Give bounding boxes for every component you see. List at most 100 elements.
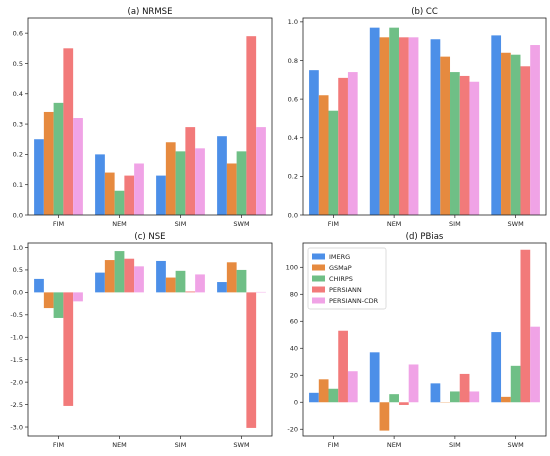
- bar-persiann-cdr-sim: [469, 81, 480, 216]
- bar-persiann-swm: [520, 66, 531, 215]
- bar-persiann-nem: [124, 258, 135, 293]
- bar-persiann-cdr-nem: [408, 364, 419, 403]
- y-tick-label: 0.3: [13, 120, 23, 128]
- legend-label-gsmap: GSMaP: [329, 264, 352, 272]
- bar-persiann-cdr-sim: [195, 148, 205, 215]
- y-tick-label: -3.0: [10, 423, 23, 431]
- bar-persiann-cdr-sim: [195, 274, 205, 293]
- bar-imerg-swm: [491, 35, 502, 215]
- panel-title: (b) CC: [411, 7, 438, 17]
- bar-persiann-nem: [124, 175, 135, 215]
- panel-title: (c) NSE: [134, 232, 165, 242]
- bar-gsmap-nem: [104, 260, 115, 293]
- y-tick-label: 0.0: [13, 211, 23, 219]
- bar-gsmap-nem: [379, 402, 390, 431]
- y-tick-label: 0.4: [13, 90, 23, 98]
- x-tick-label: SWM: [233, 441, 249, 449]
- legend-label-imerg: IMERG: [329, 253, 350, 261]
- legend-swatch-persiann: [312, 286, 325, 293]
- y-tick-label: 0.1: [13, 181, 23, 189]
- x-tick-label: FIM: [53, 441, 64, 449]
- bar-imerg-nem: [95, 272, 105, 293]
- bar-chirps-swm: [236, 269, 247, 293]
- y-tick-label: 60: [290, 318, 298, 326]
- panel-4: (d) PBias 100 80 60 40 20 0 -20 FIM NEM SIM SWM IMER…: [286, 232, 547, 449]
- bar-imerg-nem: [95, 154, 105, 215]
- bar-imerg-swm: [491, 332, 502, 403]
- y-tick-label: 20: [290, 372, 298, 380]
- y-tick-label: 0.5: [13, 60, 23, 68]
- bar-gsmap-swm: [501, 52, 511, 216]
- panel-title: (d) PBias: [406, 232, 444, 242]
- axes-frame: [302, 242, 547, 437]
- bar-gsmap-sim: [165, 277, 176, 293]
- bar-chirps-sim: [175, 151, 186, 215]
- bar-imerg-sim: [430, 39, 441, 215]
- y-tick-label: 0.5: [13, 266, 23, 274]
- bar-gsmap-sim: [165, 142, 176, 215]
- x-tick-label: FIM: [53, 220, 64, 228]
- bar-persiann-cdr-fim: [347, 72, 358, 215]
- x-tick-label: SIM: [175, 220, 187, 228]
- bar-chirps-nem: [114, 190, 125, 215]
- bar-persiann-cdr-nem: [134, 163, 144, 215]
- y-tick-label: 100: [286, 264, 298, 272]
- panel-1: (a) NRMSE 0.0 0.1 0.2 0.3 0.4 0.5 0.6 FIM NEM SIM S…: [13, 7, 273, 228]
- legend-swatch-gsmap: [312, 264, 325, 271]
- y-tick-label: 0.0: [288, 211, 298, 219]
- bar-persiann-swm: [246, 36, 257, 216]
- bar-persiann-cdr-sim: [469, 391, 480, 403]
- legend-swatch-imerg: [312, 253, 325, 260]
- bar-gsmap-swm: [226, 262, 237, 293]
- bar-imerg-fim: [309, 392, 319, 403]
- bar-persiann-fim: [63, 292, 74, 406]
- bar-persiann-cdr-fim: [73, 118, 83, 215]
- bar-persiann-sim: [459, 373, 470, 403]
- bar-persiann-fim: [338, 330, 348, 403]
- bar-imerg-sim: [430, 383, 441, 403]
- bar-chirps-swm: [510, 365, 521, 403]
- bar-chirps-nem: [114, 251, 125, 293]
- bar-persiann-cdr-fim: [73, 292, 83, 302]
- bar-persiann-sim: [185, 127, 196, 215]
- bar-persiann-cdr-fim: [347, 371, 358, 403]
- bar-imerg-nem: [369, 352, 380, 403]
- bar-persiann-fim: [338, 77, 348, 216]
- bar-chirps-fim: [328, 110, 339, 215]
- bar-persiann-sim: [459, 75, 470, 215]
- bar-persiann-cdr-nem: [134, 266, 144, 293]
- bar-gsmap-fim: [43, 111, 54, 215]
- bar-persiann-cdr-nem: [408, 37, 419, 216]
- x-tick-label: NEM: [387, 220, 402, 228]
- bar-chirps-swm: [510, 54, 521, 216]
- bar-persiann-cdr-swm: [256, 127, 266, 215]
- bar-chirps-sim: [450, 391, 460, 403]
- bar-gsmap-fim: [318, 95, 329, 215]
- bar-chirps-nem: [389, 27, 399, 215]
- legend-label-persiann: PERSIANN: [329, 286, 362, 294]
- bar-imerg-swm: [217, 282, 227, 293]
- legend: IMERG GSMaP CHIRPS PERSIANN PERSIANN-CDR: [307, 247, 387, 310]
- bar-imerg-fim: [34, 139, 44, 215]
- bar-gsmap-swm: [501, 396, 511, 403]
- y-tick-label: 0.8: [288, 57, 298, 65]
- panel-2: (b) CC 0.0 0.2 0.4 0.6 0.8 1.0 FIM NEM SIM SWM: [288, 7, 547, 228]
- bar-gsmap-fim: [43, 292, 54, 309]
- bar-gsmap-nem: [379, 37, 390, 216]
- x-tick-label: NEM: [112, 220, 127, 228]
- y-tick-label: 80: [290, 291, 298, 299]
- bar-chirps-sim: [450, 72, 460, 215]
- legend-swatch-persiann-cdr: [312, 297, 325, 304]
- bar-persiann-fim: [63, 48, 74, 216]
- x-tick-label: NEM: [387, 441, 402, 449]
- y-tick-label: 0.6: [13, 29, 23, 37]
- bar-imerg-fim: [34, 278, 44, 293]
- bar-chirps-fim: [328, 388, 339, 403]
- bar-imerg-sim: [156, 175, 166, 215]
- bar-imerg-swm: [217, 136, 227, 215]
- y-tick-label: -1.5: [10, 356, 23, 364]
- y-tick-label: -20: [287, 426, 298, 434]
- bar-persiann-swm: [520, 249, 531, 403]
- bar-chirps-sim: [175, 270, 186, 293]
